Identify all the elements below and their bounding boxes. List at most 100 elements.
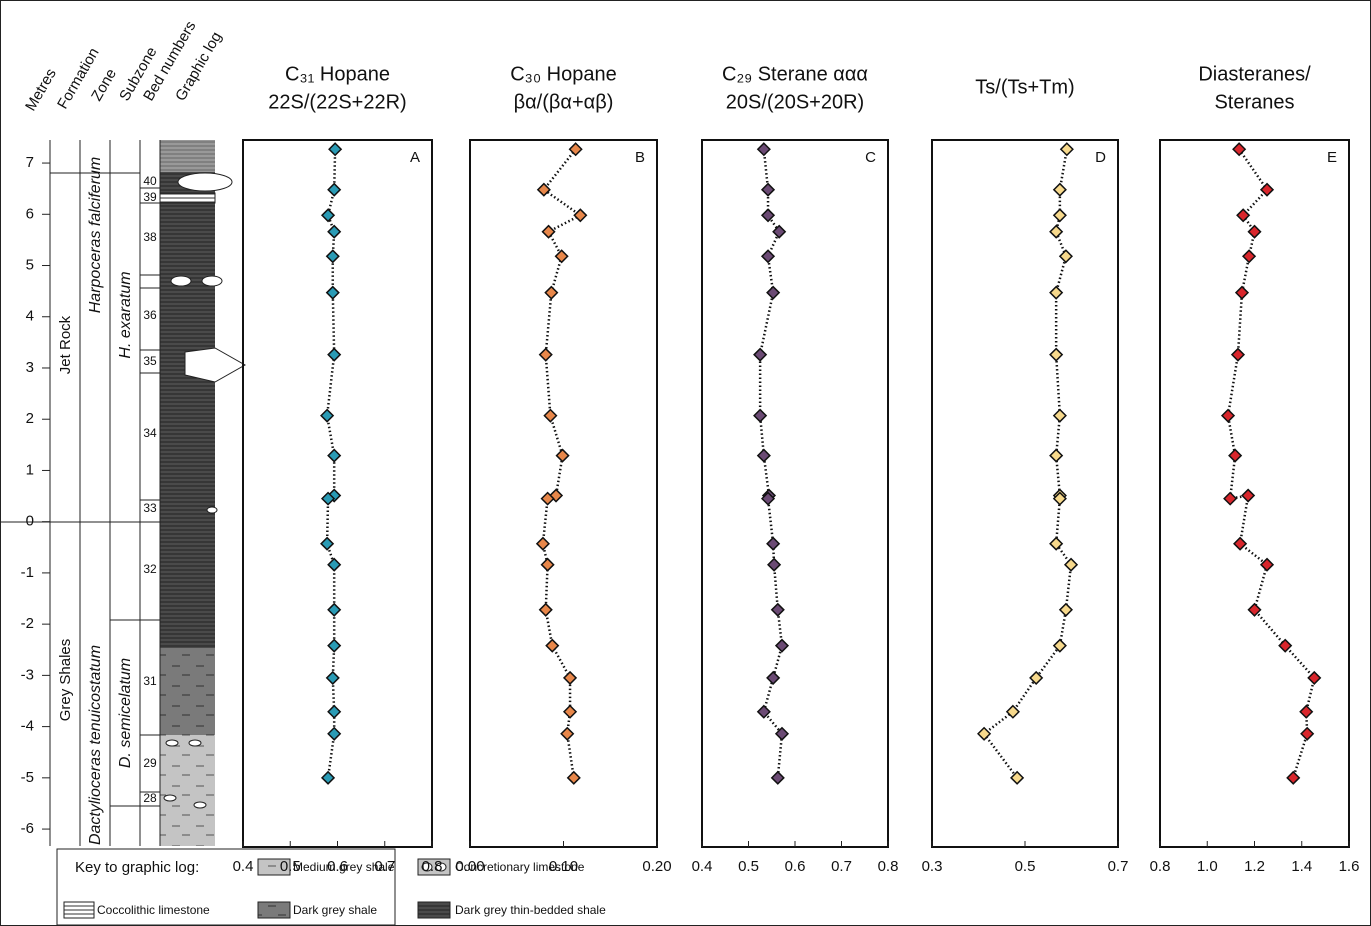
- panel-title: Steranes: [1214, 91, 1294, 113]
- data-point: [760, 208, 776, 223]
- panel-title: 22S/(22S+22R): [268, 91, 406, 113]
- data-point: [562, 670, 578, 685]
- panel-title: Ts/(Ts+Tm): [975, 76, 1074, 98]
- x-tick-label: 0.8: [878, 858, 899, 875]
- panel-title: C₃₀ Hopane: [510, 63, 617, 85]
- data-point: [541, 224, 556, 239]
- bed-number: 32: [143, 562, 157, 576]
- legend-swatch: [63, 901, 95, 919]
- data-point: [767, 557, 782, 572]
- plot-box: [1159, 139, 1350, 848]
- bed-number: 38: [143, 230, 157, 244]
- data-point: [1052, 208, 1067, 223]
- strat-column: [0, 140, 247, 846]
- data-point: [1286, 770, 1301, 785]
- legend: Key to graphic log: Coccolithic limeston…: [56, 848, 606, 926]
- profile-line: [541, 148, 583, 779]
- bed-number: 31: [143, 674, 157, 688]
- data-point: [753, 408, 768, 423]
- metres-tick-label: -1: [21, 564, 34, 581]
- concretion: [163, 794, 177, 802]
- data-point: [325, 249, 340, 264]
- concretion: [193, 801, 207, 809]
- data-point: [320, 536, 335, 551]
- data-point: [1049, 448, 1064, 463]
- data-point: [772, 224, 787, 239]
- data-point: [977, 726, 992, 741]
- panel-title: 20S/(20S+20R): [726, 91, 864, 113]
- data-point: [327, 726, 342, 741]
- metres-tick-label: 1: [26, 461, 34, 478]
- data-point: [573, 208, 588, 223]
- bed-number: 28: [143, 791, 157, 805]
- data-point: [327, 347, 342, 362]
- data-point: [774, 638, 790, 653]
- metres-tick-label: 5: [26, 256, 34, 273]
- data-point: [1052, 638, 1067, 653]
- column-header: Metres: [22, 66, 60, 114]
- metres-tick-label: -6: [21, 820, 34, 837]
- legend-swatch: [257, 858, 291, 876]
- data-point: [568, 142, 583, 157]
- metres-tick-label: -3: [21, 666, 34, 683]
- data-point: [753, 347, 768, 362]
- metres-tick-label: 4: [26, 308, 34, 325]
- x-tick-label: 0.10: [549, 858, 578, 875]
- panel-title: C₃₁ Hopane: [285, 63, 390, 85]
- bed-number: 35: [143, 354, 157, 368]
- data-point: [756, 142, 771, 157]
- coccolithic-bed: [159, 192, 216, 204]
- x-tick-label: 0.7: [374, 858, 395, 875]
- concretion: [184, 347, 247, 383]
- metres-tick-label: -4: [21, 718, 34, 735]
- data-point: [327, 557, 342, 572]
- zone: Dactylioceras tenuicostatum: [87, 645, 104, 845]
- formation: Grey Shales: [57, 639, 74, 722]
- formation: Jet Rock: [57, 315, 74, 374]
- x-tick-label: 0.5: [1015, 858, 1036, 875]
- data-point: [756, 704, 771, 719]
- data-point: [766, 536, 781, 551]
- zone: Harpoceras falciferum: [87, 157, 104, 314]
- data-point: [1059, 142, 1074, 157]
- panel-label: D: [1095, 149, 1106, 166]
- panel-label: C: [865, 149, 876, 166]
- data-point: [766, 285, 781, 300]
- data-point: [320, 770, 336, 785]
- metres-tick-label: -2: [21, 615, 34, 632]
- x-tick-label: 0.5: [738, 858, 759, 875]
- x-tick-label: 1.6: [1339, 858, 1360, 875]
- panel-title: C₂₉ Sterane ααα: [722, 63, 868, 85]
- bed-number: 33: [143, 501, 157, 515]
- data-point: [766, 670, 781, 685]
- metres-tick-label: 0: [26, 513, 34, 530]
- data-point: [1049, 224, 1064, 239]
- data-point: [760, 249, 776, 264]
- metres-tick-label: 6: [26, 205, 34, 222]
- x-tick-label: 1.4: [1291, 858, 1312, 875]
- data-point: [327, 704, 342, 719]
- data-point: [320, 491, 336, 506]
- data-point: [770, 770, 785, 785]
- x-tick-label: 0.6: [327, 858, 348, 875]
- panel-label: A: [410, 149, 420, 166]
- x-tick-label: 0.7: [1108, 858, 1129, 875]
- data-point: [1259, 182, 1275, 197]
- bed-number: 36: [143, 308, 157, 322]
- data-point: [544, 285, 559, 300]
- data-point: [1247, 224, 1262, 239]
- x-tick-label: 0.8: [1150, 858, 1171, 875]
- metres-tick-label: 3: [26, 359, 34, 376]
- legend-title: Key to graphic log:: [75, 859, 199, 876]
- data-point: [760, 182, 776, 197]
- legend-item: Coccolithic limestone: [97, 903, 210, 917]
- data-point: [540, 557, 555, 572]
- profile-line: [982, 149, 1073, 779]
- data-point: [327, 182, 342, 197]
- data-point: [543, 408, 558, 423]
- subzone: H. exaratum: [117, 271, 134, 358]
- legend-item: Concretionary limestone: [455, 860, 585, 874]
- data-point: [1063, 557, 1079, 572]
- data-point: [1052, 182, 1067, 197]
